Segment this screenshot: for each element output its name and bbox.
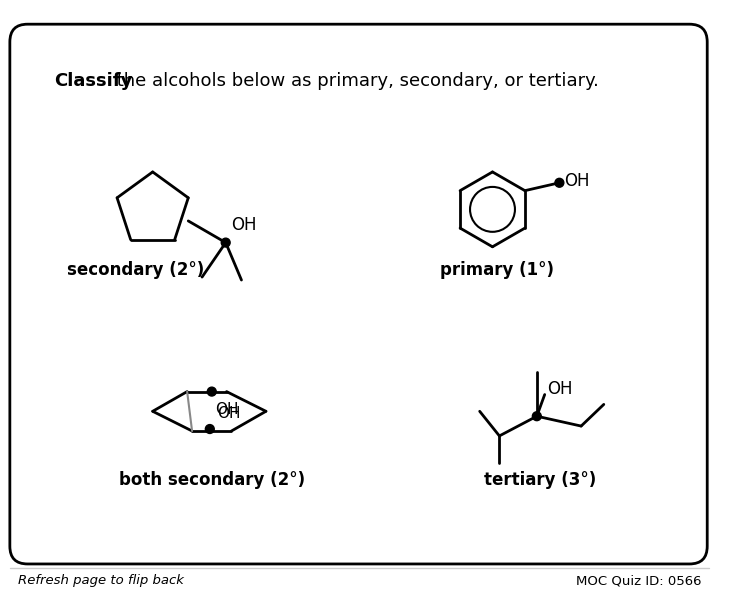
Text: the alcohols below as primary, secondary, or tertiary.: the alcohols below as primary, secondary…	[111, 72, 599, 90]
Text: primary (1°): primary (1°)	[440, 261, 554, 279]
Text: both secondary (2°): both secondary (2°)	[119, 471, 305, 489]
Circle shape	[205, 425, 214, 434]
Circle shape	[221, 238, 230, 247]
Text: OH: OH	[564, 172, 590, 190]
Text: OH: OH	[231, 216, 257, 234]
FancyBboxPatch shape	[9, 24, 707, 564]
Circle shape	[555, 178, 564, 187]
Text: OH: OH	[215, 402, 238, 417]
Text: secondary (2°): secondary (2°)	[67, 261, 204, 279]
Text: Refresh page to flip back: Refresh page to flip back	[18, 574, 184, 587]
Text: Classify: Classify	[54, 72, 133, 90]
Text: MOC Quiz ID: 0566: MOC Quiz ID: 0566	[576, 574, 702, 587]
Text: tertiary (3°): tertiary (3°)	[484, 471, 596, 489]
Circle shape	[532, 412, 541, 420]
Circle shape	[207, 387, 216, 396]
Text: OH: OH	[547, 380, 572, 398]
Text: OH: OH	[217, 406, 240, 421]
